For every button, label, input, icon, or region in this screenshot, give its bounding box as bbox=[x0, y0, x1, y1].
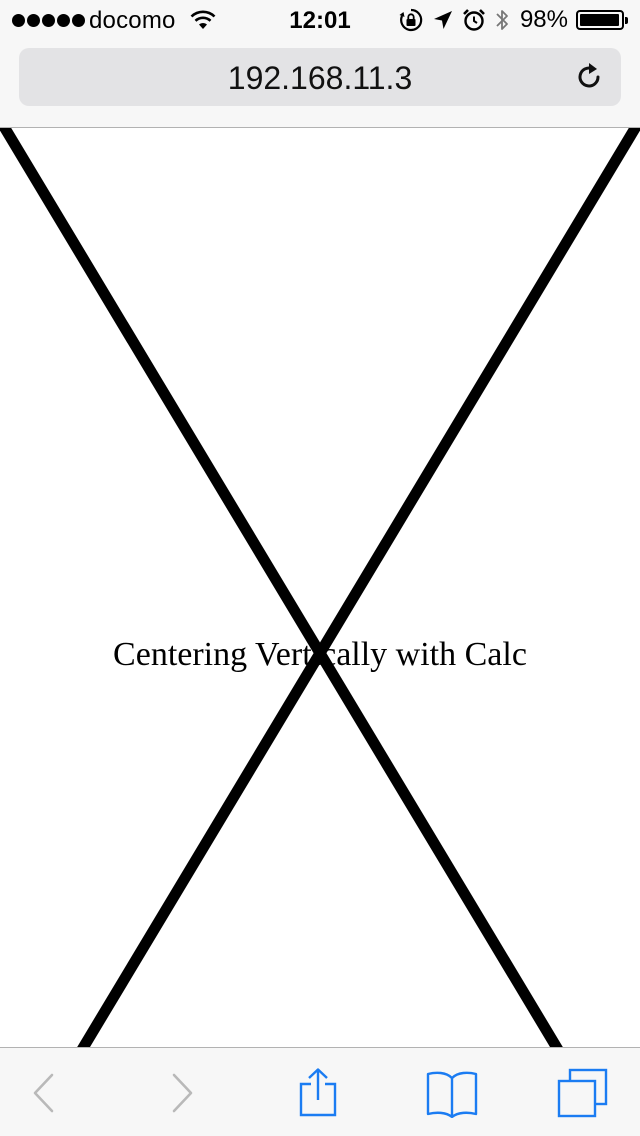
page-heading: Centering Vertically with Calc bbox=[0, 636, 640, 674]
diagonal-cross-lines bbox=[0, 128, 640, 1047]
browser-top-chrome: docomo 12:01 bbox=[0, 0, 640, 128]
web-page-content: Centering Vertically with Calc bbox=[0, 128, 640, 1047]
orientation-lock-icon bbox=[398, 7, 424, 33]
diagonal-line-left-to-right bbox=[0, 128, 560, 1047]
forward-icon[interactable] bbox=[158, 1068, 206, 1118]
status-bar: docomo 12:01 bbox=[0, 0, 640, 40]
bookmarks-icon[interactable] bbox=[426, 1068, 478, 1118]
url-text[interactable]: 192.168.11.3 bbox=[19, 60, 621, 97]
back-icon[interactable] bbox=[20, 1068, 68, 1118]
battery-percentage: 98% bbox=[520, 6, 568, 34]
status-icons: 98% bbox=[398, 6, 628, 34]
battery-icon bbox=[576, 10, 624, 30]
alarm-icon bbox=[462, 8, 486, 32]
reload-icon[interactable] bbox=[573, 61, 605, 93]
location-arrow-icon bbox=[432, 9, 454, 31]
bluetooth-icon bbox=[494, 7, 510, 33]
tabs-icon[interactable] bbox=[556, 1068, 610, 1118]
browser-bottom-toolbar bbox=[0, 1047, 640, 1136]
share-icon[interactable] bbox=[294, 1068, 342, 1118]
diagonal-line-right-to-left bbox=[80, 128, 640, 1047]
address-bar[interactable]: 192.168.11.3 bbox=[19, 48, 621, 106]
battery-level-fill bbox=[580, 14, 619, 26]
